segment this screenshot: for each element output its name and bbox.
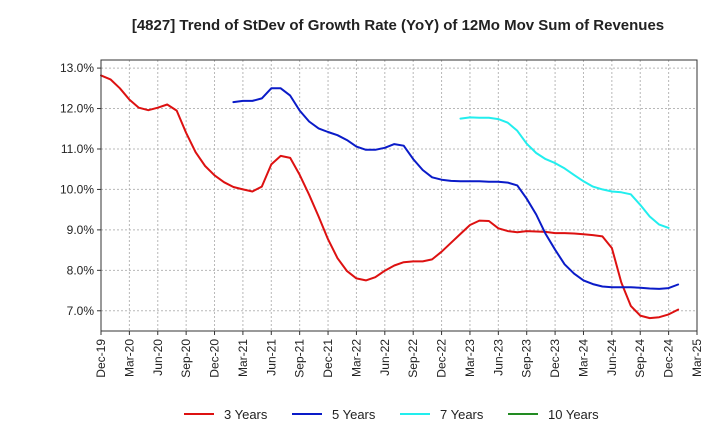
legend: 3 Years 5 Years 7 Years 10 Years bbox=[184, 407, 599, 422]
series-line-3-years bbox=[100, 74, 680, 320]
x-tick-label: Dec-24 bbox=[662, 339, 676, 378]
x-tick-label: Dec-21 bbox=[321, 339, 335, 378]
x-tick-label: Jun-20 bbox=[151, 339, 165, 376]
x-tick-label: Dec-22 bbox=[435, 339, 449, 378]
x-tick-label: Dec-20 bbox=[208, 339, 222, 378]
x-tick-label: Jun-22 bbox=[378, 339, 392, 376]
x-tick-label: Sep-22 bbox=[406, 339, 420, 378]
plot-frame bbox=[100, 59, 698, 332]
y-axis: 7.0% 8.0% 9.0% 10.0% 11.0% 12.0% 13.0% bbox=[60, 61, 101, 318]
y-tick-label: 11.0% bbox=[61, 142, 94, 156]
x-tick-label: Sep-23 bbox=[520, 339, 534, 378]
x-tick-label: Mar-24 bbox=[576, 339, 590, 377]
y-tick-label: 8.0% bbox=[67, 263, 95, 277]
x-tick-label: Dec-23 bbox=[548, 339, 562, 378]
x-axis: Dec-19 Mar-20 Jun-20 Sep-20 Dec-20 Mar-21 Jun-… bbox=[94, 331, 704, 378]
legend-label-3-years: 3 Years bbox=[224, 407, 268, 422]
y-tick-label: 9.0% bbox=[67, 223, 95, 237]
series-line-5-years bbox=[232, 87, 680, 290]
x-tick-label: Jun-24 bbox=[605, 339, 619, 376]
x-tick-label: Jun-21 bbox=[264, 339, 278, 376]
series-line-7-years bbox=[459, 116, 670, 229]
y-tick-label: 7.0% bbox=[67, 304, 95, 318]
chart-title: [4827] Trend of StDev of Growth Rate (Yo… bbox=[132, 17, 664, 34]
legend-label-10-years: 10 Years bbox=[548, 407, 599, 422]
series-lines bbox=[100, 74, 680, 320]
legend-label-5-years: 5 Years bbox=[332, 407, 376, 422]
x-tick-label: Mar-23 bbox=[463, 339, 477, 377]
y-tick-label: 13.0% bbox=[60, 61, 94, 75]
x-tick-label: Mar-22 bbox=[349, 339, 363, 377]
x-tick-label: Sep-21 bbox=[293, 339, 307, 378]
x-tick-label: Jun-23 bbox=[491, 339, 505, 376]
x-tick-label: Dec-19 bbox=[94, 339, 108, 378]
x-tick-label: Mar-25 bbox=[690, 339, 704, 377]
x-tick-label: Sep-20 bbox=[179, 339, 193, 378]
y-tick-label: 12.0% bbox=[60, 102, 94, 116]
x-tick-label: Sep-24 bbox=[633, 339, 647, 378]
y-tick-label: 10.0% bbox=[60, 182, 94, 196]
x-tick-label: Mar-20 bbox=[122, 339, 136, 377]
grid-lines bbox=[100, 60, 698, 331]
legend-label-7-years: 7 Years bbox=[440, 407, 484, 422]
x-tick-label: Mar-21 bbox=[236, 339, 250, 377]
